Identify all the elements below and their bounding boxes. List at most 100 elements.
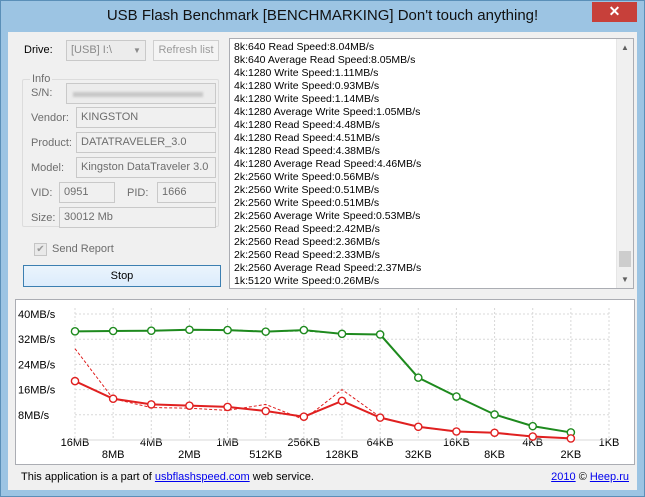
data-point-write_avg [375, 413, 385, 422]
window-title: USB Flash Benchmark [BENCHMARKING] Don't… [106, 7, 539, 24]
product-label: Product: [31, 137, 72, 149]
refresh-list-button[interactable]: Refresh list [153, 40, 219, 61]
data-point-write_avg [490, 428, 499, 438]
data-point-write_avg [337, 396, 347, 406]
data-point-read_avg [528, 421, 538, 431]
send-report-label: Send Report [52, 243, 114, 255]
close-button[interactable]: ✕ [592, 2, 637, 22]
x-tick-label: 32KB [405, 449, 432, 461]
sn-label: S/N: [31, 87, 53, 99]
copyright: 2010 © Heep.ru [551, 471, 629, 483]
vendor-label: Vendor: [31, 112, 69, 124]
model-field: Kingston DataTraveler 3.0 [76, 157, 216, 178]
data-point-read_avg [261, 327, 271, 336]
copyright-symbol: © [575, 471, 590, 483]
data-point-read_avg [337, 329, 347, 339]
log-line: 4k:1280 Average Write Speed:1.05MB/s [234, 106, 421, 118]
x-tick-label: 16MB [61, 437, 90, 449]
data-point-read_avg [490, 410, 499, 419]
log-line: 1k:5120 Write Speed:0.26MB/s [234, 275, 380, 287]
model-label: Model: [31, 162, 65, 174]
y-tick-label: 8MB/s [18, 410, 50, 422]
data-point-read_avg [413, 373, 423, 382]
checkmark-icon: ✔ [36, 244, 45, 255]
log-line: 2k:2560 Write Speed:0.51MB/s [234, 184, 380, 196]
data-point-read_avg [375, 330, 385, 339]
stop-button[interactable]: Stop [23, 265, 221, 287]
log-line: 4k:1280 Read Speed:4.38MB/s [234, 145, 380, 157]
data-point-read_avg [185, 325, 194, 335]
footer-text: This application is a part of usbflashsp… [21, 471, 314, 483]
log-line: 8k:640 Average Read Speed:8.05MB/s [234, 54, 416, 66]
log-line: 2k:2560 Write Speed:0.56MB/s [234, 171, 380, 183]
data-point-write_avg [566, 434, 576, 443]
log-line: 2k:2560 Write Speed:0.51MB/s [234, 197, 380, 209]
log-textbox[interactable]: 8k:640 Read Speed:8.04MB/s 8k:640 Average… [229, 38, 634, 289]
speed-chart-svg: 8MB/s 16MB/s 24MB/s 32MB/s 40MB/s 16MB 8MB 4MB 2… [18, 308, 620, 461]
x-tick-label: 2MB [178, 449, 201, 461]
log-line: 4k:1280 Read Speed:4.51MB/s [234, 132, 380, 144]
copyright-year-link[interactable]: 2010 [551, 471, 576, 483]
scroll-up-icon[interactable]: ▲ [621, 43, 629, 52]
series-line-read_avg [74, 328, 572, 434]
y-tick-label: 16MB/s [18, 385, 56, 397]
speed-chart: 8MB/s 16MB/s 24MB/s 32MB/s 40MB/s 16MB 8MB 4MB 2… [15, 299, 635, 465]
log-line: 2k:2560 Read Speed:2.36MB/s [234, 236, 380, 248]
scroll-thumb[interactable] [619, 251, 631, 267]
y-tick-label: 32MB/s [18, 334, 56, 346]
data-point-write_avg [452, 427, 461, 436]
website-link[interactable]: usbflashspeed.com [154, 471, 250, 483]
vid-label: VID: [31, 187, 53, 199]
data-point-write_avg [70, 376, 80, 386]
info-group-title: Info [30, 73, 53, 85]
y-tick-label: 24MB/s [18, 359, 56, 371]
data-point-read_avg [70, 327, 80, 336]
vendor-field: KINGSTON [76, 107, 216, 128]
data-point-write_avg [223, 402, 232, 412]
log-line: 8k:640 Read Speed:8.04MB/s [234, 41, 375, 53]
vid-field: 0951 [59, 182, 115, 203]
data-point-read_avg [108, 326, 118, 336]
data-point-write_avg [528, 432, 538, 441]
title-bar: USB Flash Benchmark [BENCHMARKING] Don't… [1, 1, 644, 31]
size-label: Size: [31, 212, 56, 224]
data-point-write_avg [413, 422, 423, 432]
log-line: 2k:2560 Average Write Speed:0.53MB/s [234, 210, 421, 222]
x-tick-label: 128KB [325, 449, 358, 461]
heep-link[interactable]: Heep.ru [589, 471, 629, 483]
x-tick-label: 4MB [140, 437, 163, 449]
log-line: 4k:1280 Average Read Speed:4.46MB/s [234, 158, 422, 170]
x-tick-label: 16KB [443, 437, 470, 449]
drive-label: Drive: [24, 44, 53, 56]
x-tick-label: 8KB [484, 449, 505, 461]
pid-field: 1666 [157, 182, 216, 203]
log-line: 2k:2560 Read Speed:2.42MB/s [234, 223, 380, 235]
chevron-down-icon: ▼ [133, 46, 141, 55]
series-line-write_avg [74, 380, 571, 440]
drive-select[interactable]: [USB] I:\ ▼ [66, 40, 146, 61]
series-line-write_samples [74, 348, 571, 439]
log-line: 2k:2560 Read Speed:2.33MB/s [234, 249, 380, 261]
x-tick-label: 64KB [367, 437, 394, 449]
x-tick-label: 8MB [102, 449, 125, 461]
log-line: 4k:1280 Write Speed:1.14MB/s [234, 93, 380, 105]
data-point-write_avg [261, 406, 271, 416]
x-tick-label: 1MB [216, 437, 239, 449]
pid-label: PID: [127, 187, 149, 199]
data-point-write_avg [299, 412, 309, 421]
data-point-read_avg [146, 326, 156, 335]
data-point-read_avg [223, 325, 232, 335]
scroll-down-icon[interactable]: ▼ [621, 275, 629, 284]
client-area: Drive: [USB] I:\ ▼ Refresh list Info S/N… [8, 32, 637, 490]
data-point-read_avg [452, 392, 461, 401]
send-report-checkbox[interactable]: ✔ [34, 243, 47, 256]
data-point-write_avg [146, 400, 156, 409]
x-tick-label: 1KB [599, 437, 620, 449]
log-scrollbar[interactable]: ▲ ▼ [616, 39, 633, 288]
footer-text-after: web service. [249, 471, 314, 483]
x-tick-label: 512KB [249, 449, 282, 461]
product-field: DATATRAVELER_3.0 [76, 132, 216, 153]
data-point-read_avg [299, 325, 309, 335]
log-line: 4k:1280 Write Speed:0.93MB/s [234, 80, 380, 92]
